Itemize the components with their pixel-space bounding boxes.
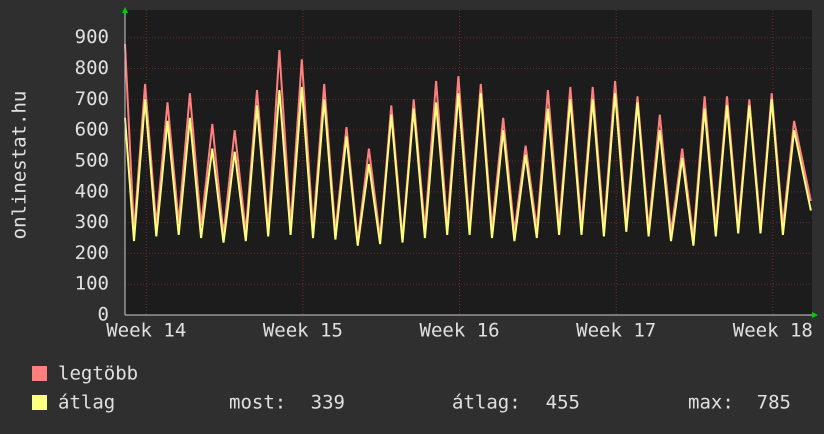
x-tick-label: Week 17 bbox=[576, 320, 656, 342]
series-line bbox=[124, 43, 812, 242]
stat-value: 339 bbox=[311, 392, 345, 414]
arrow bbox=[122, 7, 128, 13]
legend-swatch bbox=[32, 395, 47, 410]
stat-value: 785 bbox=[757, 392, 791, 414]
y-tick-label: 0 bbox=[98, 304, 109, 326]
y-tick-label: 300 bbox=[75, 211, 109, 233]
x-tick-label: Week 16 bbox=[420, 320, 500, 342]
y-tick-label: 100 bbox=[75, 273, 109, 295]
stat-label: max: bbox=[688, 392, 734, 414]
y-tick-label: 800 bbox=[75, 57, 109, 79]
legend-swatch bbox=[32, 366, 47, 381]
x-tick-label: Week 15 bbox=[263, 320, 343, 342]
stat-label: most: bbox=[229, 392, 286, 414]
x-tick-label: Week 18 bbox=[733, 320, 813, 342]
y-tick-label: 900 bbox=[75, 26, 109, 48]
marks bbox=[124, 43, 812, 246]
x-tick-label: Week 14 bbox=[106, 320, 186, 342]
legend-label: legtöbb bbox=[58, 363, 138, 385]
arrow bbox=[812, 312, 818, 318]
y-tick-label: 700 bbox=[75, 88, 109, 110]
plot-area bbox=[125, 10, 812, 315]
series-line bbox=[124, 86, 812, 246]
y-tick-label: 500 bbox=[75, 149, 109, 171]
stat-value: 455 bbox=[546, 392, 580, 414]
y-tick-label: 400 bbox=[75, 180, 109, 202]
y-tick-label: 600 bbox=[75, 119, 109, 141]
legend-label: átlag bbox=[58, 392, 115, 414]
stat-label: átlag: bbox=[452, 392, 521, 414]
y-axis-label: onlinestat.hu bbox=[9, 91, 31, 240]
y-tick-label: 200 bbox=[75, 242, 109, 264]
